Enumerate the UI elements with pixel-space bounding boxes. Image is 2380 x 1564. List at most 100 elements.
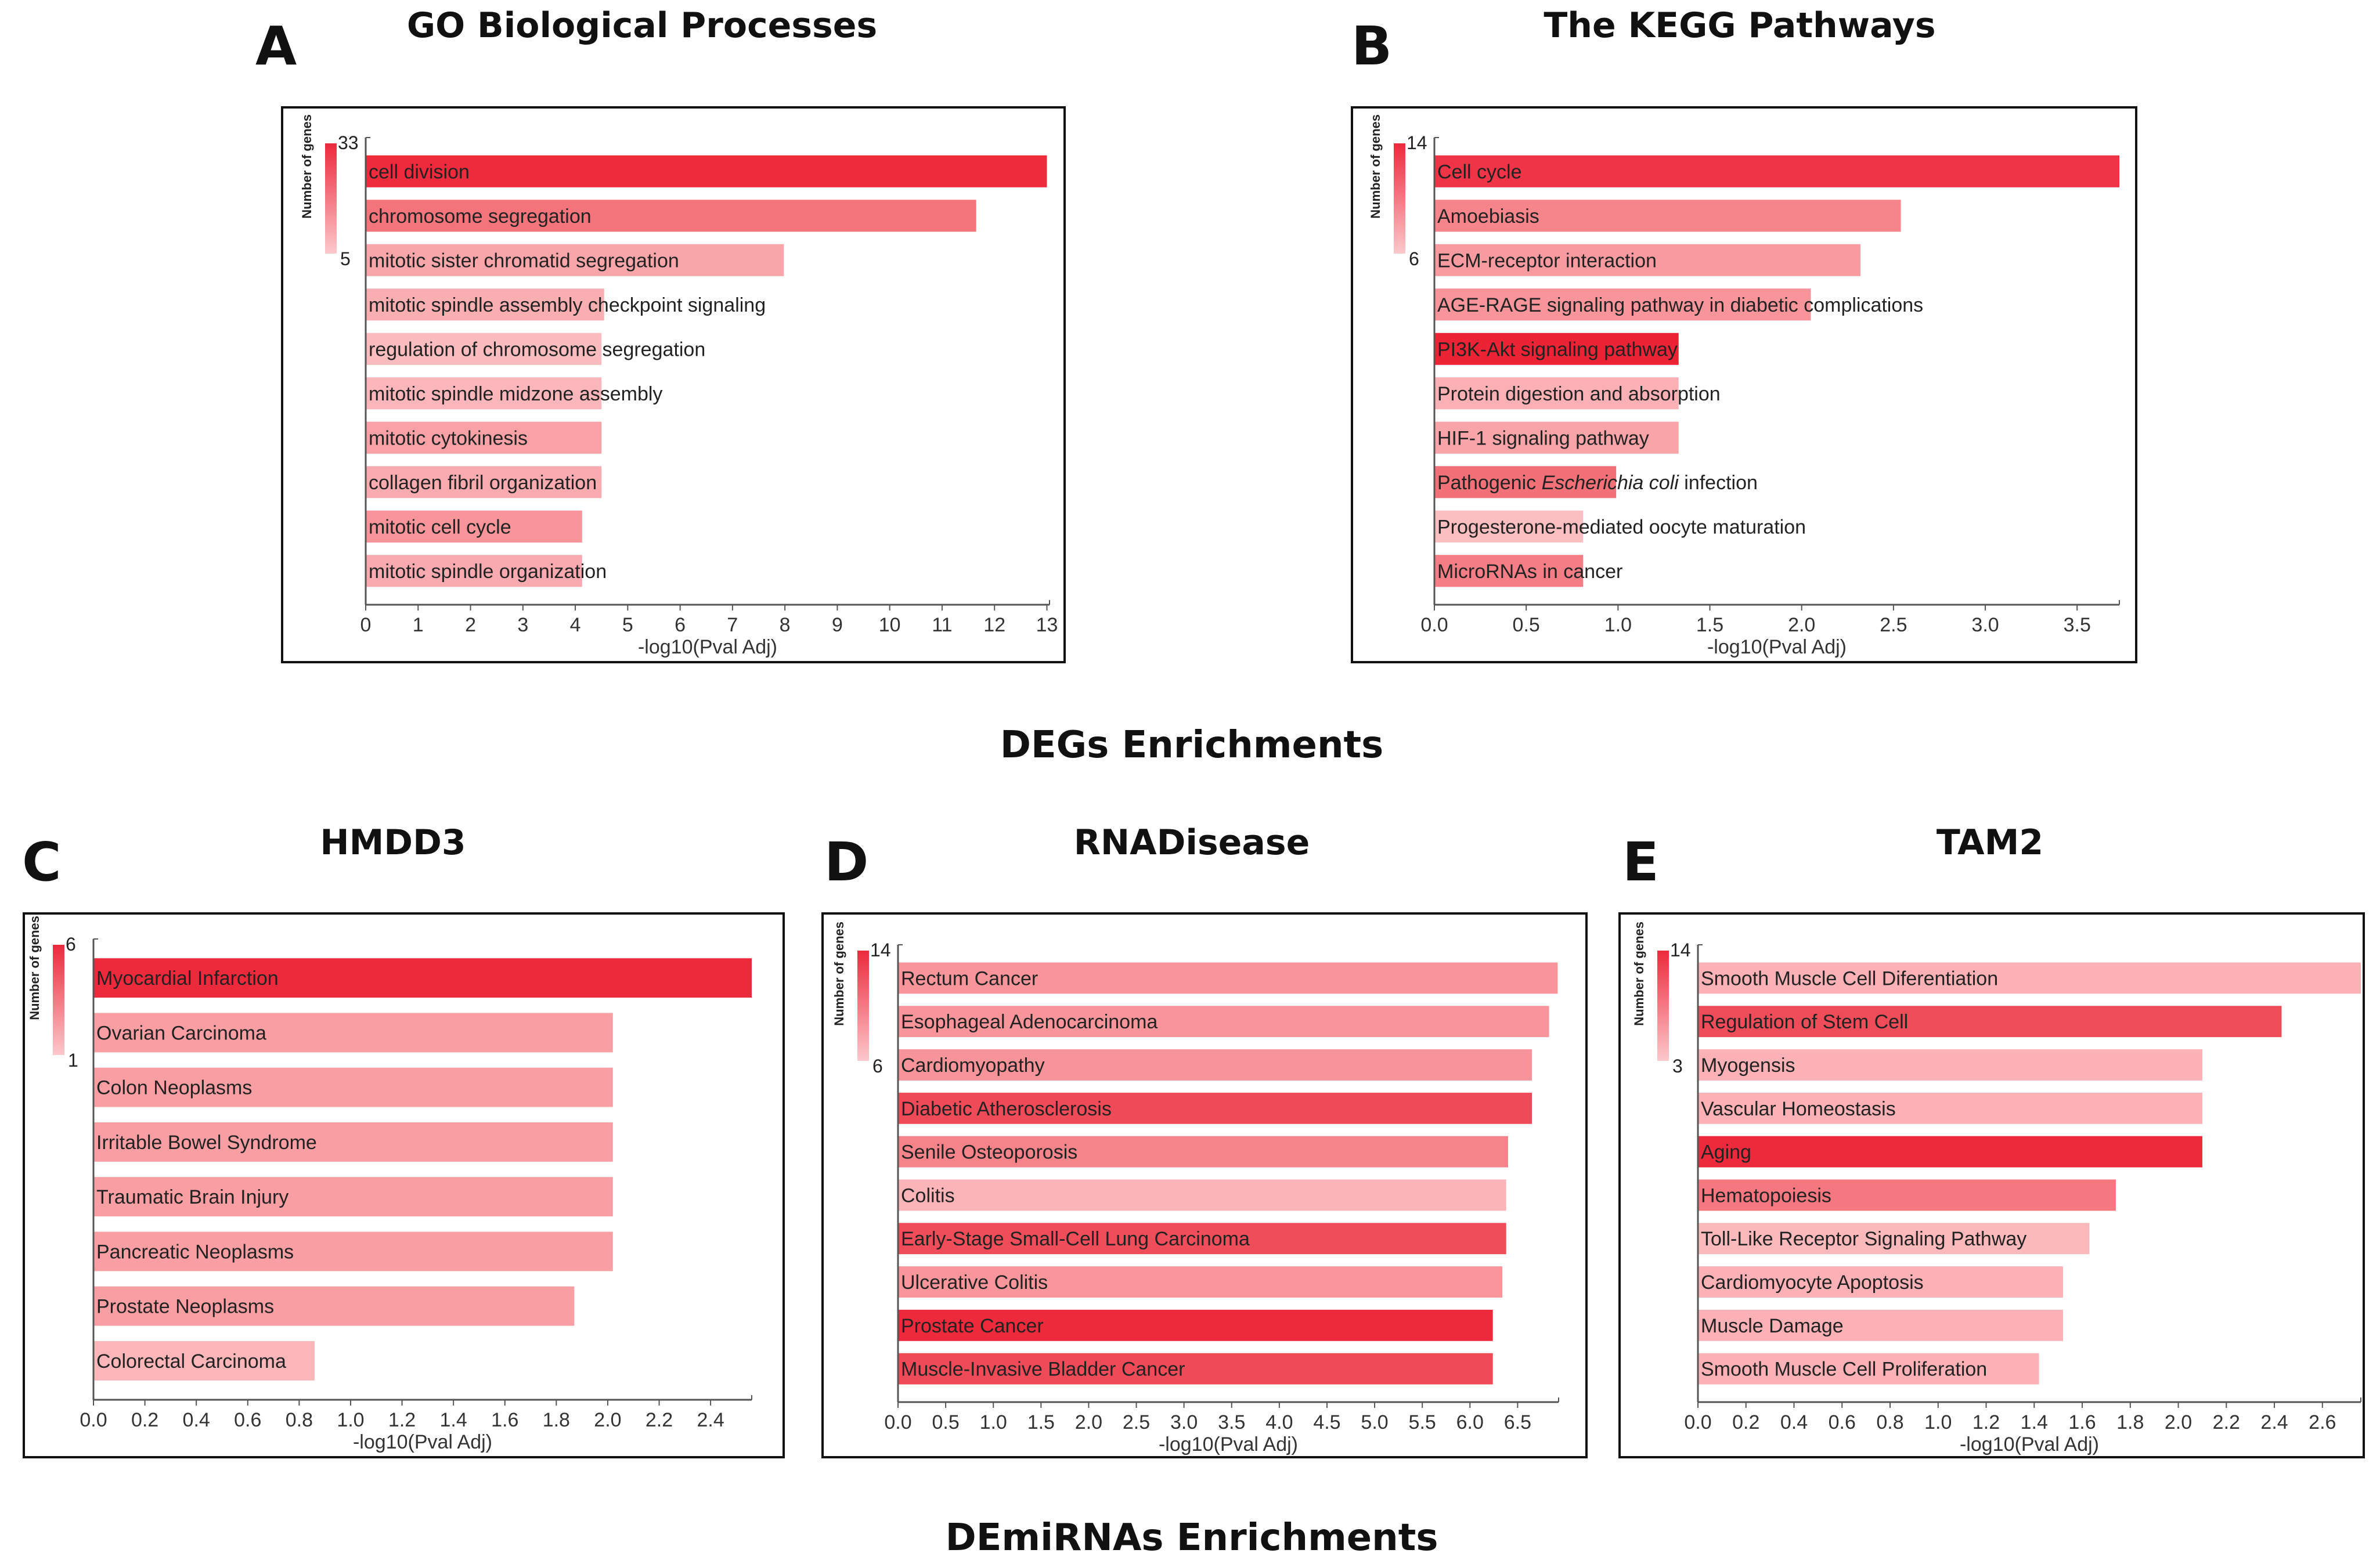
x-tick-label: 0.2 — [131, 1409, 158, 1431]
color-scale-bar — [53, 945, 64, 1055]
x-axis-label: -log10(Pval Adj) — [1960, 1433, 2099, 1455]
bar — [366, 333, 602, 365]
x-tick-label: 5.5 — [1409, 1411, 1436, 1433]
x-tick-label: 1.0 — [1604, 614, 1632, 636]
bar-label: Prostate Cancer — [901, 1315, 1044, 1337]
bar — [366, 421, 602, 454]
x-axis-label: -log10(Pval Adj) — [1707, 636, 1847, 658]
bar — [1698, 1179, 2116, 1211]
x-tick-label: 8 — [780, 614, 791, 636]
bar — [1434, 244, 1860, 276]
bar — [93, 1122, 613, 1162]
bar — [898, 1006, 1549, 1038]
bar-label: Hematopoiesis — [1701, 1184, 1831, 1207]
panel-letter-c: C — [22, 831, 62, 893]
x-tick-label: 2.5 — [1123, 1411, 1150, 1433]
x-tick-label: 1.4 — [440, 1409, 467, 1431]
bar — [93, 1067, 613, 1107]
x-tick-label: 0.6 — [1829, 1411, 1856, 1433]
color-scale-title: Number of genes — [1632, 922, 1646, 1026]
x-tick-label: 1.2 — [1972, 1411, 2000, 1433]
bar-label: chromosome segregation — [369, 205, 592, 227]
x-tick-label: 0 — [360, 614, 372, 636]
bar-label: Traumatic Brain Injury — [96, 1186, 289, 1208]
bar — [366, 200, 976, 232]
x-tick-label: 1.5 — [1696, 614, 1723, 636]
bar — [1434, 288, 1811, 321]
bar-label: Cardiomyopathy — [901, 1054, 1045, 1077]
bar — [93, 1341, 315, 1381]
x-tick-label: 1 — [413, 614, 424, 636]
bar — [898, 1353, 1493, 1385]
bar-label: mitotic spindle organization — [369, 561, 607, 583]
chart-panel-tam2: Smooth Muscle Cell Diferentiation Regulat… — [1618, 912, 2365, 1458]
bar-label: Diabetic Atherosclerosis — [901, 1098, 1112, 1120]
x-tick-label: 3.5 — [1218, 1411, 1245, 1433]
x-tick-label: 0.6 — [234, 1409, 261, 1431]
x-tick-label: 5.0 — [1361, 1411, 1388, 1433]
bar — [1698, 1092, 2202, 1124]
color-scale-bar — [857, 951, 869, 1061]
x-tick-label: 0.8 — [1876, 1411, 1903, 1433]
bar-label: cell division — [369, 161, 470, 183]
bar — [898, 1223, 1506, 1255]
section-title-demirnas: DEmiRNAs Enrichments — [945, 1516, 1438, 1559]
x-tick-label: 1.5 — [1027, 1411, 1055, 1433]
panel-title-b: The KEGG Pathways — [1544, 5, 1936, 46]
color-scale-title: Number of genes — [27, 916, 42, 1020]
bar-label: Colon Neoplasms — [96, 1077, 252, 1099]
bar — [1434, 333, 1679, 365]
bar — [898, 1136, 1508, 1168]
panel-title-c: HMDD3 — [320, 822, 466, 863]
bar-label: mitotic spindle midzone assembly — [369, 383, 662, 405]
bar-label: Amoebiasis — [1437, 205, 1539, 227]
bar — [898, 1309, 1493, 1341]
x-tick-label: 3 — [517, 614, 528, 636]
bar-chart: Rectum Cancer Esophageal Adenocarcinoma Ca… — [832, 922, 1559, 1455]
color-scale-min: 6 — [872, 1056, 883, 1077]
x-tick-label: 0.4 — [183, 1409, 210, 1431]
x-tick-label: 2.2 — [646, 1409, 673, 1431]
x-tick-label: 6.5 — [1504, 1411, 1531, 1433]
bar — [1698, 1266, 2063, 1298]
bar-chart: Cell cycle Amoebiasis ECM-receptor interac… — [1368, 114, 2120, 658]
x-tick-label: 2 — [465, 614, 476, 636]
bar-label: Irritable Bowel Syndrome — [96, 1132, 317, 1154]
bar-label: Pathogenic Escherichia coli infection — [1437, 472, 1758, 494]
color-scale-min: 6 — [1409, 248, 1419, 269]
x-tick-label: 5 — [622, 614, 633, 636]
x-tick-label: 13 — [1036, 614, 1058, 636]
x-tick-label: 1.6 — [491, 1409, 518, 1431]
x-tick-label: 9 — [832, 614, 843, 636]
bar-label: ECM-receptor interaction — [1437, 250, 1657, 272]
bar-label: AGE-RAGE signaling pathway in diabetic c… — [1437, 294, 1923, 316]
bar — [366, 377, 602, 410]
x-tick-label: 3.0 — [1170, 1411, 1198, 1433]
x-tick-label: 6 — [675, 614, 686, 636]
x-tick-label: 0.0 — [1684, 1411, 1711, 1433]
bar-chart: Myocardial Infarction Ovarian Carcinoma Co… — [27, 916, 752, 1453]
bar — [366, 510, 582, 543]
bar — [93, 1231, 613, 1272]
bar — [1434, 377, 1679, 410]
bar — [1698, 1223, 2090, 1255]
bar-label: Cell cycle — [1437, 161, 1521, 183]
bar — [1698, 1353, 2039, 1385]
x-tick-label: 1.4 — [2021, 1411, 2048, 1433]
bar — [93, 958, 752, 998]
bar-label: Muscle Damage — [1701, 1315, 1844, 1337]
bar-label: Ovarian Carcinoma — [96, 1022, 266, 1044]
x-tick-label: 0.8 — [286, 1409, 313, 1431]
x-tick-label: 7 — [727, 614, 738, 636]
bar — [1698, 1006, 2282, 1038]
color-scale-title: Number of genes — [1368, 114, 1383, 219]
bar — [1434, 466, 1617, 499]
bar — [1434, 510, 1584, 543]
bar — [898, 1049, 1532, 1081]
bar-label: regulation of chromosome segregation — [369, 338, 705, 360]
bar — [366, 155, 1047, 187]
panel-letter-b: B — [1351, 15, 1393, 77]
x-tick-label: 3.0 — [1971, 614, 1999, 636]
chart-panel-rnadisease: Rectum Cancer Esophageal Adenocarcinoma Ca… — [821, 912, 1588, 1458]
bar-label: Myogensis — [1701, 1054, 1795, 1077]
